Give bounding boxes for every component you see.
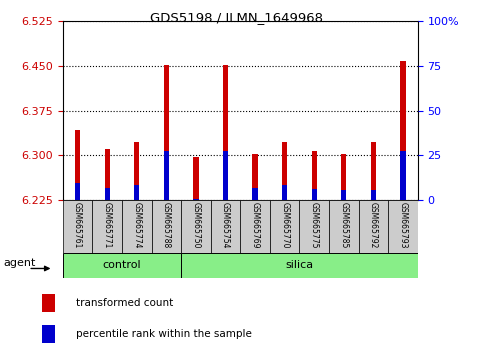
Text: GSM665788: GSM665788 — [162, 202, 171, 249]
FancyBboxPatch shape — [270, 200, 299, 253]
Text: GSM665761: GSM665761 — [73, 202, 82, 249]
Bar — [371, 190, 376, 200]
Bar — [341, 154, 346, 200]
FancyBboxPatch shape — [181, 253, 418, 278]
Text: percentile rank within the sample: percentile rank within the sample — [76, 329, 252, 339]
Text: GDS5198 / ILMN_1649968: GDS5198 / ILMN_1649968 — [150, 11, 323, 24]
FancyBboxPatch shape — [63, 200, 92, 253]
Bar — [134, 184, 140, 200]
Bar — [193, 199, 199, 200]
Text: GSM665770: GSM665770 — [280, 202, 289, 249]
Bar — [223, 65, 228, 200]
Bar — [104, 188, 110, 200]
FancyBboxPatch shape — [329, 200, 358, 253]
Bar — [371, 142, 376, 200]
Text: GSM665769: GSM665769 — [251, 202, 259, 249]
FancyBboxPatch shape — [152, 200, 181, 253]
Bar — [42, 325, 55, 343]
Bar — [253, 154, 258, 200]
Text: GSM665750: GSM665750 — [191, 202, 200, 249]
Bar — [312, 189, 317, 200]
Text: agent: agent — [3, 257, 36, 268]
FancyBboxPatch shape — [63, 253, 181, 278]
Text: GSM665785: GSM665785 — [340, 202, 348, 249]
FancyBboxPatch shape — [241, 200, 270, 253]
Bar — [164, 65, 169, 200]
Bar — [193, 156, 199, 200]
Bar — [104, 149, 110, 200]
Text: control: control — [103, 261, 141, 270]
Text: silica: silica — [285, 261, 313, 270]
Text: GSM665774: GSM665774 — [132, 202, 141, 249]
Bar — [282, 185, 287, 200]
Bar — [312, 150, 317, 200]
Text: GSM665754: GSM665754 — [221, 202, 230, 249]
FancyBboxPatch shape — [299, 200, 329, 253]
Text: GSM665775: GSM665775 — [310, 202, 319, 249]
Bar — [42, 295, 55, 312]
FancyBboxPatch shape — [122, 200, 152, 253]
Bar — [253, 188, 258, 200]
Bar — [75, 183, 80, 200]
Text: GSM665771: GSM665771 — [103, 202, 112, 249]
Bar — [164, 150, 169, 200]
Bar — [223, 151, 228, 200]
FancyBboxPatch shape — [92, 200, 122, 253]
FancyBboxPatch shape — [358, 200, 388, 253]
Bar — [134, 142, 140, 200]
Bar — [341, 190, 346, 200]
Bar — [75, 130, 80, 200]
Bar — [400, 151, 406, 200]
FancyBboxPatch shape — [388, 200, 418, 253]
Text: GSM665792: GSM665792 — [369, 202, 378, 249]
Text: GSM665793: GSM665793 — [398, 202, 408, 249]
Text: transformed count: transformed count — [76, 298, 173, 308]
FancyBboxPatch shape — [181, 200, 211, 253]
Bar — [400, 61, 406, 200]
FancyBboxPatch shape — [211, 200, 241, 253]
Bar — [282, 142, 287, 200]
